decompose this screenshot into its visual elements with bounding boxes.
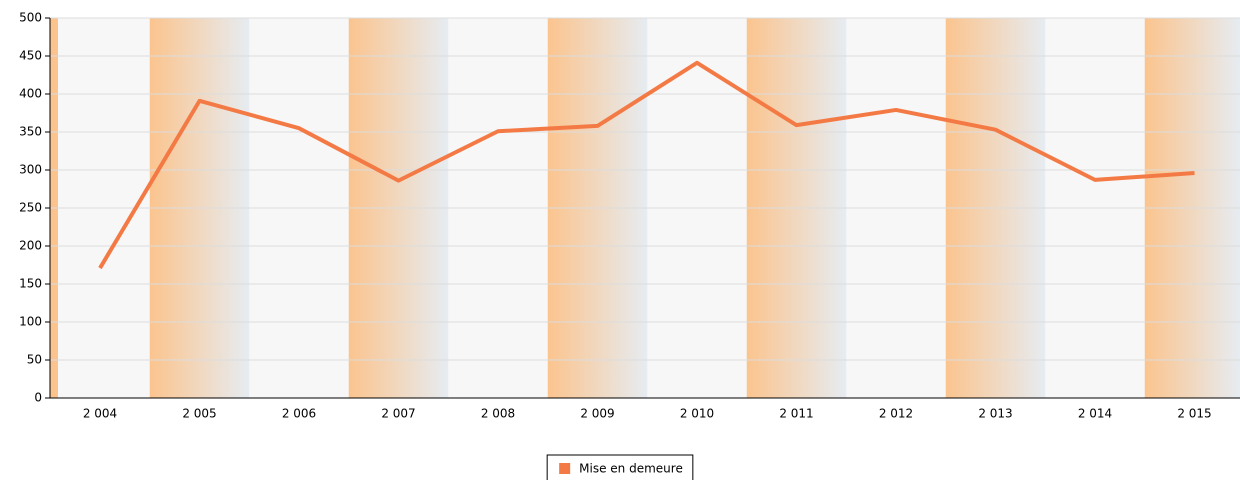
x-tick-label: 2 015 [1177,407,1211,421]
y-tick-label: 200 [19,239,42,253]
y-tick-label: 500 [19,11,42,25]
x-tick-label: 2 008 [481,407,515,421]
x-tick-label: 2 014 [1078,407,1112,421]
x-tick-label: 2 009 [580,407,614,421]
line [98,60,1195,270]
y-tick-label: 450 [19,49,42,63]
x-tick-label: 2 005 [182,407,216,421]
y-tick-label: 350 [19,125,42,139]
x-tick-label: 2 004 [83,407,117,421]
legend-swatch [559,463,571,474]
y-tick-label: 150 [19,277,42,291]
x-tick-label: 2 012 [879,407,913,421]
y-tick-label: 300 [19,163,42,177]
x-tick-label: 2 006 [282,407,316,421]
legend: Mise en demeure [546,454,694,482]
x-tick-label: 2 007 [381,407,415,421]
x-tick-label: 2 013 [978,407,1012,421]
x-tick-label: 2 010 [680,407,714,421]
y-tick-label: 50 [27,353,42,367]
y-tick-label: 100 [19,315,42,329]
y-tick-label: 250 [19,201,42,215]
y-tick-label: 400 [19,87,42,101]
legend-label: Mise en demeure [579,462,683,476]
y-tick-label: 0 [34,391,42,405]
x-tick-label: 2 011 [779,407,813,421]
